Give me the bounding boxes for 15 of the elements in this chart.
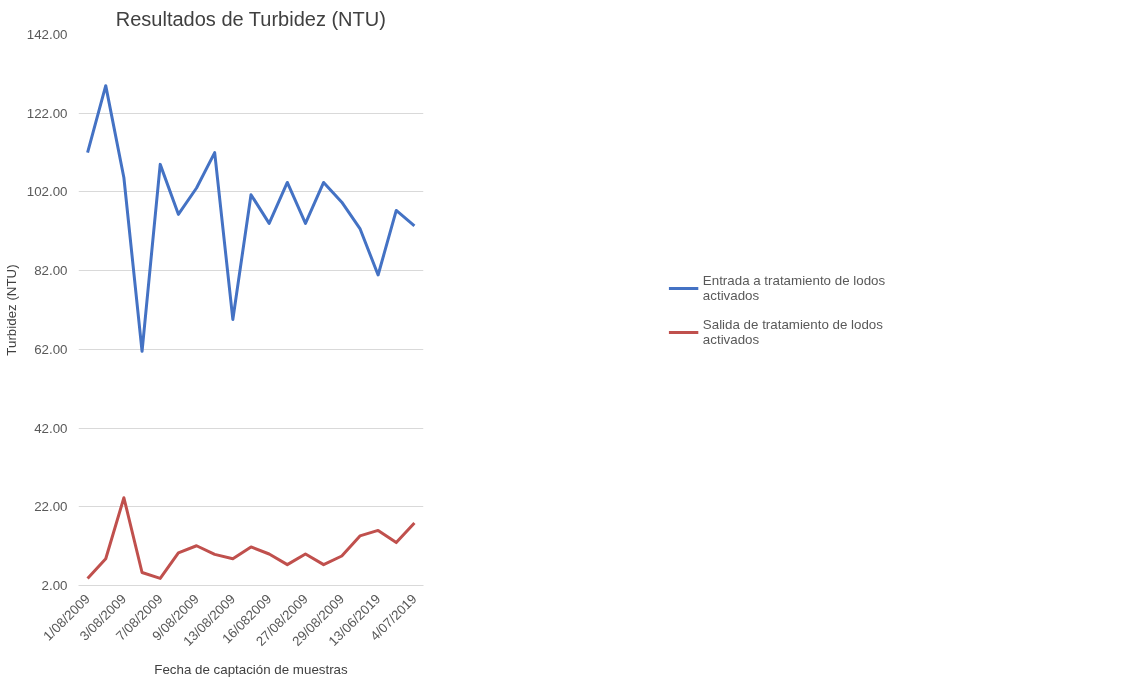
- legend-label: Entrada a tratamiento de lodos activados: [702, 272, 886, 303]
- y-tick-label: 62.00: [34, 341, 68, 357]
- line-series: [86, 496, 416, 580]
- y-tick-label: 2.00: [41, 578, 68, 593]
- y-tick-label: 102.00: [26, 184, 68, 200]
- chart-title: Resultados de Turbidez (NTU): [115, 7, 386, 30]
- y-axis-title: Turbidez (NTU): [3, 264, 19, 356]
- y-tick-label: 82.00: [34, 263, 68, 279]
- y-tick-label: 22.00: [34, 499, 68, 515]
- y-tick-label: 142.00: [26, 27, 68, 42]
- y-tick-label: 122.00: [26, 105, 68, 121]
- x-axis-title: Fecha de captación de muestras: [154, 662, 349, 678]
- y-tick-label: 42.00: [34, 420, 68, 436]
- line-series: [86, 84, 416, 353]
- legend-label: Salida de tratamiento de lodos activados: [702, 316, 883, 347]
